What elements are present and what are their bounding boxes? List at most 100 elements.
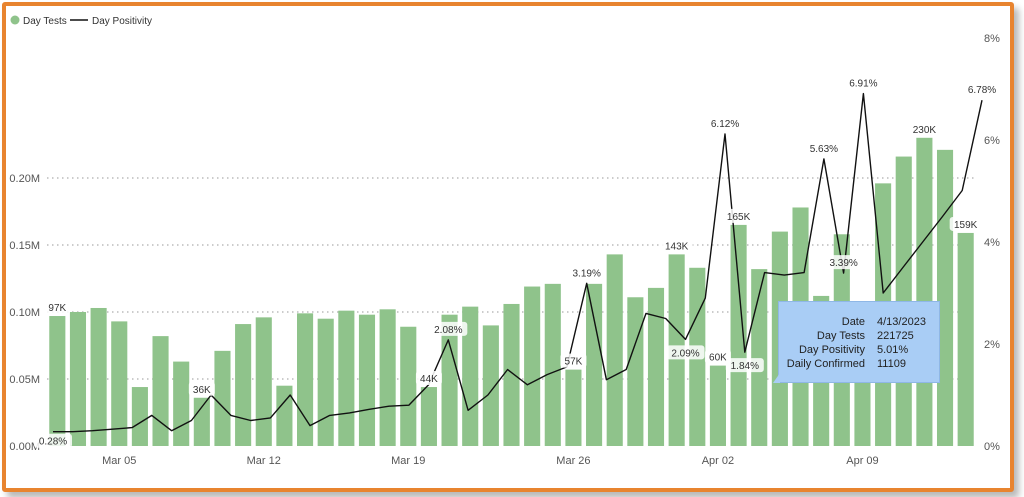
tooltip-tests-value: 221725	[877, 330, 914, 342]
data-label: 165K	[727, 212, 751, 223]
bar-day-tests	[730, 224, 747, 446]
bar-day-tests	[358, 314, 376, 446]
tooltip-confirmed-value: 11109	[877, 358, 906, 370]
bar-day-tests	[111, 321, 128, 446]
bar-day-tests	[606, 254, 623, 446]
data-label-bg	[706, 115, 745, 130]
data-label: 2.08%	[434, 325, 462, 336]
data-label: 2.09%	[671, 348, 699, 359]
data-label: 57K	[565, 357, 583, 368]
bar-day-tests	[503, 303, 520, 446]
data-label-bg	[804, 140, 843, 155]
data-label: 0.28%	[39, 437, 67, 448]
bar-day-tests	[131, 387, 148, 446]
bar-day-tests	[647, 287, 665, 446]
axes: 0.00M 0.05M 0.10M 0.15M 0.20M 0% 2% 4% 6% 8% Mar 0…	[9, 33, 1000, 467]
tooltip-row-tests: Day Tests 221725	[779, 330, 939, 345]
bar-day-tests	[297, 313, 314, 446]
bar-day-tests	[49, 316, 66, 446]
data-label: 36K	[193, 385, 211, 396]
positivity-line	[53, 92, 983, 433]
bar-day-tests	[338, 310, 355, 446]
data-label-bg	[908, 121, 941, 136]
data-label-bg	[560, 353, 587, 368]
data-labels: 97K36K44K57K143K60K165K85K230K159K0.28%2…	[34, 75, 1001, 448]
bar-day-tests	[317, 318, 334, 446]
bar-day-tests	[482, 325, 499, 446]
data-label: 60K	[709, 353, 727, 364]
legend: Day Tests Day Positivity	[10, 15, 152, 27]
bar-day-tests	[214, 350, 231, 446]
y-left-tick-label: 0.10M	[9, 307, 40, 319]
bar-day-tests	[90, 307, 107, 446]
bar-day-tests	[524, 286, 541, 446]
bar-day-tests	[400, 326, 417, 446]
data-label-bg	[722, 208, 755, 223]
tooltip-tests-label: Day Tests	[816, 330, 865, 342]
bar-day-tests	[751, 269, 768, 446]
data-label: 6.91%	[849, 79, 877, 90]
bar-day-tests	[276, 385, 293, 446]
data-label-bg	[660, 238, 693, 253]
x-tick-label: Mar 05	[102, 455, 136, 467]
data-label: 3.19%	[573, 268, 601, 279]
data-label: 230K	[913, 125, 937, 136]
legend-label-day-tests: Day Tests	[23, 16, 67, 27]
bar-day-tests	[235, 324, 252, 446]
data-label-bg	[34, 433, 72, 448]
bar-day-tests	[586, 283, 603, 446]
data-label-bg	[44, 300, 71, 315]
bar-day-tests	[544, 283, 561, 446]
x-tick-label: Apr 02	[702, 455, 734, 467]
data-label-bg	[824, 255, 863, 270]
tooltip-date-value: 4/13/2023	[877, 316, 926, 328]
data-label-bg	[963, 82, 1001, 97]
data-label: 143K	[665, 241, 689, 252]
bar-day-tests	[173, 361, 190, 446]
data-label-bg	[949, 216, 982, 231]
bar-day-tests	[627, 297, 644, 446]
hover-tooltip: Date 4/13/2023 Day Tests 221725 Day Posi…	[773, 301, 940, 383]
data-label: 44K	[420, 374, 438, 385]
data-label-bg	[725, 358, 764, 373]
y-left-tick-label: 0.05M	[9, 374, 40, 386]
bar-series-day-tests	[49, 137, 974, 447]
tooltip-positivity-value: 5.01%	[877, 344, 909, 356]
tooltip-date-label: Date	[841, 316, 865, 328]
bar-day-tests	[255, 317, 272, 446]
tooltip-row-positivity: Day Positivity 5.01%	[779, 344, 939, 359]
data-label-bg	[844, 75, 883, 90]
bar-day-tests	[69, 312, 87, 446]
bar-day-tests	[420, 387, 437, 446]
legend-label-day-positivity: Day Positivity	[92, 16, 152, 27]
data-label-bg	[429, 321, 468, 336]
data-label: 3.39%	[829, 258, 857, 269]
bar-day-tests	[957, 232, 974, 446]
x-tick-label: Mar 12	[247, 455, 281, 467]
bar-day-tests	[709, 365, 726, 446]
data-label-bg	[704, 349, 731, 364]
y-right-tick-label: 2%	[984, 339, 1000, 351]
data-label-bg	[188, 381, 215, 396]
data-label: 6.12%	[711, 119, 739, 130]
x-tick-label: Mar 26	[556, 455, 590, 467]
y-left-tick-label: 0.15M	[9, 240, 40, 252]
bar-day-tests	[936, 149, 954, 447]
data-label-bg	[567, 265, 606, 280]
data-label: 5.63%	[810, 144, 838, 155]
y-left-tick-label: 0.20M	[9, 173, 40, 185]
data-label: 6.78%	[968, 85, 996, 96]
y-left-tick-label: 0.00M	[9, 441, 40, 453]
tooltip-row-confirmed: Daily Confirmed 11109	[779, 358, 939, 373]
data-label: 97K	[48, 303, 66, 314]
bar-day-tests	[565, 369, 582, 446]
y-right-tick-label: 0%	[984, 441, 1000, 453]
tooltip-confirmed-label: Daily Confirmed	[786, 358, 865, 370]
y-right-tick-label: 6%	[984, 135, 1000, 147]
y-right-tick-label: 8%	[984, 33, 1000, 45]
tooltip-pointer	[773, 373, 780, 383]
line-series-day-positivity	[53, 92, 983, 433]
data-label: 1.84%	[731, 361, 759, 372]
x-tick-label: Apr 09	[846, 455, 878, 467]
